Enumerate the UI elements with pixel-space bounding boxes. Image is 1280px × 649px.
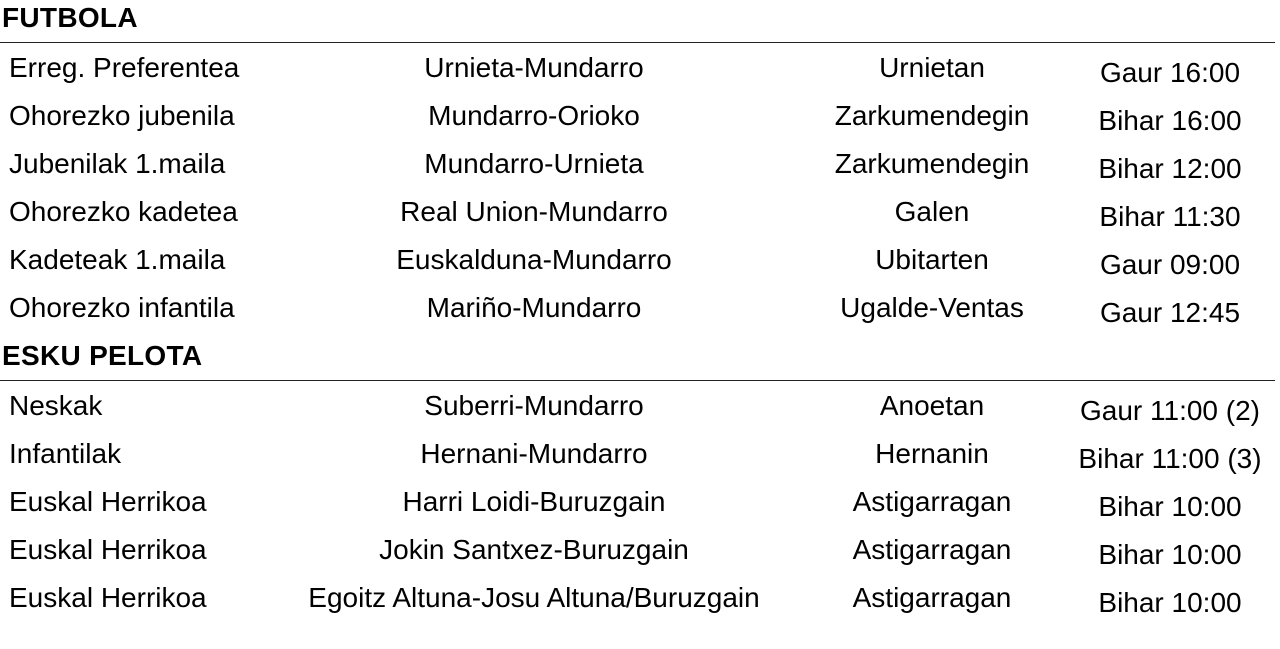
table-row: Infantilak Hernani-Mundarro Hernanin Bihar …: [0, 438, 1280, 486]
venue-cell: Ubitarten: [875, 244, 989, 275]
table-row: Euskal Herrikoa Harri Loidi-Buruzgain Asti…: [0, 486, 1280, 534]
category-cell: Ohorezko kadetea: [9, 196, 238, 227]
venue-cell: Astigarragan: [852, 486, 1012, 517]
match-cell: Euskalduna-Mundarro: [396, 244, 672, 275]
category-cell: Euskal Herrikoa: [9, 582, 207, 613]
time-cell: Bihar 16:00: [1098, 105, 1242, 136]
venue-cell: Galen: [894, 196, 970, 227]
time-cell: Gaur 12:45: [1099, 297, 1241, 328]
venue-cell: Anoetan: [879, 390, 985, 421]
match-cell: Mariño-Mundarro: [426, 292, 642, 323]
table-row: Ohorezko jubenila Mundarro-Orioko Zarkumen…: [0, 100, 1280, 148]
category-cell: Neskak: [9, 390, 103, 421]
section-divider: [0, 42, 1275, 43]
table-row: Jubenilak 1.maila Mundarro-Urnieta Zarkume…: [0, 148, 1280, 196]
category-cell: Ohorezko jubenila: [9, 100, 235, 131]
category-cell: Euskal Herrikoa: [9, 486, 207, 517]
category-cell: Jubenilak 1.maila: [9, 148, 226, 179]
section-title: ESKU PELOTA: [2, 340, 203, 371]
match-cell: Urnieta-Mundarro: [424, 52, 644, 83]
time-cell: Gaur 11:00 (2): [1079, 395, 1261, 426]
venue-cell: Ugalde-Ventas: [840, 292, 1024, 323]
table-row: Ohorezko infantila Mariño-Mundarro Ugalde-…: [0, 292, 1280, 340]
section-divider: [0, 380, 1275, 381]
section-title: FUTBOLA: [2, 2, 138, 33]
time-cell: Bihar 12:00: [1098, 153, 1242, 184]
time-cell: Bihar 11:30: [1099, 201, 1241, 232]
category-cell: Euskal Herrikoa: [9, 534, 207, 565]
table-row: Euskal Herrikoa Jokin Santxez-Buruzgain As…: [0, 534, 1280, 582]
table-row: Erreg. Preferentea Urnieta-Mundarro Urniet…: [0, 52, 1280, 100]
category-cell: Kadeteak 1.maila: [9, 244, 226, 275]
time-cell: Gaur 09:00: [1099, 249, 1241, 280]
match-cell: Egoitz Altuna-Josu Altuna/Buruzgain: [308, 582, 760, 613]
time-cell: Bihar 10:00: [1098, 491, 1242, 522]
venue-cell: Zarkumendegin: [834, 148, 1030, 179]
time-cell: Gaur 16:00: [1099, 57, 1241, 88]
match-cell: Mundarro-Urnieta: [424, 148, 644, 179]
match-cell: Hernani-Mundarro: [420, 438, 648, 469]
time-cell: Bihar 11:00 (3): [1078, 443, 1262, 474]
table-row: Kadeteak 1.maila Euskalduna-Mundarro Ubita…: [0, 244, 1280, 292]
venue-cell: Astigarragan: [852, 582, 1012, 613]
venue-cell: Hernanin: [875, 438, 989, 469]
venue-cell: Astigarragan: [852, 534, 1012, 565]
match-cell: Mundarro-Orioko: [428, 100, 640, 131]
time-cell: Bihar 10:00: [1098, 587, 1242, 618]
category-cell: Erreg. Preferentea: [9, 52, 240, 83]
venue-cell: Zarkumendegin: [834, 100, 1030, 131]
table-row: Ohorezko kadetea Real Union-Mundarro Galen…: [0, 196, 1280, 244]
time-cell: Bihar 10:00: [1098, 539, 1242, 570]
table-row: Euskal Herrikoa Egoitz Altuna-Josu Altuna…: [0, 582, 1280, 630]
venue-cell: Urnietan: [879, 52, 985, 83]
match-cell: Harri Loidi-Buruzgain: [402, 486, 666, 517]
match-cell: Suberri-Mundarro: [424, 390, 644, 421]
match-cell: Real Union-Mundarro: [400, 196, 668, 227]
match-cell: Jokin Santxez-Buruzgain: [379, 534, 689, 565]
table-row: Neskak Suberri-Mundarro Anoetan Gaur 11:00 …: [0, 390, 1280, 438]
category-cell: Ohorezko infantila: [9, 292, 235, 323]
category-cell: Infantilak: [9, 438, 122, 469]
